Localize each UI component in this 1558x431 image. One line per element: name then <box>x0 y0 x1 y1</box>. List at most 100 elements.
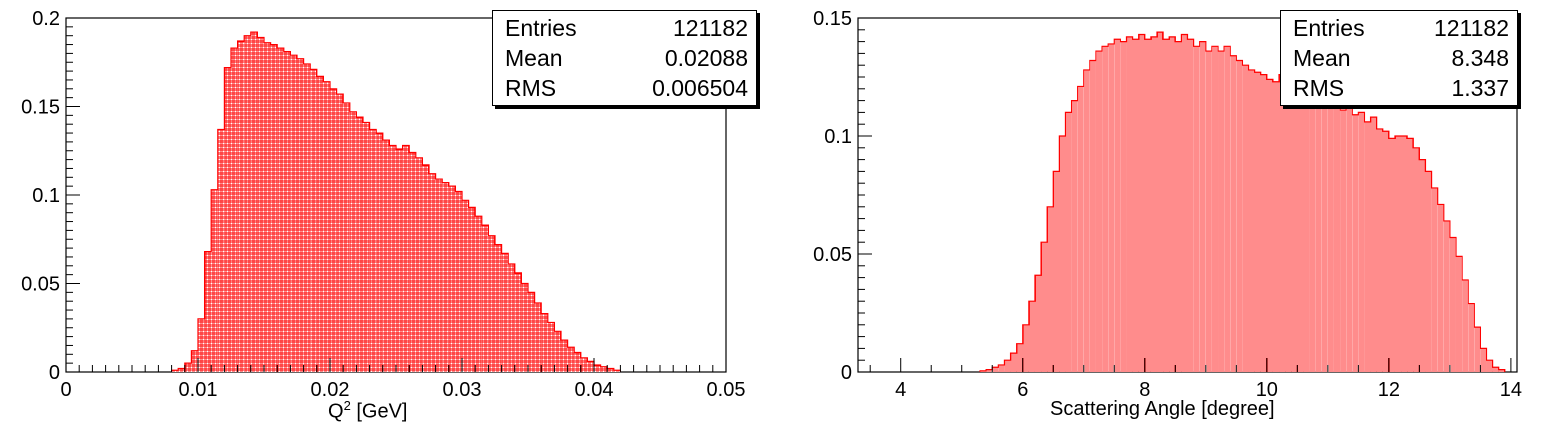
histogram-bin <box>1407 138 1414 372</box>
histogram-bin <box>1425 171 1432 372</box>
histogram-bin <box>481 225 489 372</box>
histogram-bin <box>1053 171 1060 372</box>
histogram-bin <box>277 48 284 373</box>
histogram-bin <box>534 302 542 372</box>
histogram-bin <box>455 191 462 372</box>
histogram-bin <box>297 58 304 373</box>
histogram-bin <box>1059 136 1066 372</box>
histogram-bin <box>224 67 231 372</box>
histogram-bin <box>323 81 330 372</box>
histogram-bin <box>1004 360 1011 372</box>
histogram-bin <box>514 272 522 372</box>
histogram-bin <box>594 364 601 372</box>
histogram-bin <box>1065 112 1072 373</box>
histogram-bin <box>1394 136 1402 372</box>
stats-row-mean: Mean 8.348 <box>1293 43 1509 73</box>
histogram-bin <box>607 368 614 372</box>
histogram-bin <box>1315 93 1322 373</box>
histogram-bin <box>1498 369 1505 372</box>
histogram-bin <box>1279 74 1286 372</box>
histogram-bin <box>290 55 297 373</box>
histogram-bin <box>442 182 449 372</box>
angle-histogram: 4 6 8 10 12 14 0 0.05 0.1 0.15 <box>813 8 1522 401</box>
histogram-bin <box>1254 72 1261 372</box>
histogram-bin <box>178 368 185 372</box>
histogram-bin <box>409 152 416 372</box>
stats-row-entries: Entries 121182 <box>505 13 748 43</box>
x-tick-label: 0 <box>60 379 71 401</box>
histogram-bin <box>382 140 390 372</box>
histogram-bin <box>316 76 324 372</box>
histogram-bin <box>1364 121 1371 372</box>
histogram-bin <box>567 347 575 372</box>
histogram-bin <box>1144 39 1151 373</box>
histogram-bin <box>1303 95 1310 372</box>
histogram-bin <box>402 145 410 372</box>
histogram-bin <box>1236 60 1243 372</box>
histogram-bin <box>528 292 535 372</box>
histogram-bin <box>468 207 476 372</box>
histogram-bin <box>1266 79 1273 373</box>
histogram-bin <box>1358 112 1365 373</box>
histogram-bin <box>1224 46 1231 372</box>
histogram-bin <box>1248 69 1255 373</box>
stats-box: Entries 121182 Mean 8.348 RMS 1.337 <box>1280 10 1518 106</box>
histogram-bin <box>1431 187 1438 372</box>
histogram-bin <box>1443 220 1450 372</box>
histogram-bin <box>1108 43 1115 373</box>
histogram-bin <box>198 318 205 372</box>
histogram-bin <box>1297 93 1304 373</box>
stats-row-rms: RMS 0.006504 <box>505 73 748 103</box>
histogram-bin <box>1449 237 1456 372</box>
histogram-bin <box>1169 36 1176 372</box>
histogram-bin <box>1211 46 1219 372</box>
histogram-bin <box>1437 204 1444 372</box>
histogram-bin <box>330 88 337 373</box>
stats-label: RMS <box>505 75 557 101</box>
histogram-bin <box>1156 32 1164 372</box>
histogram-bin <box>587 361 594 372</box>
histogram-bin <box>495 244 502 372</box>
histogram-bin <box>211 189 218 372</box>
stats-value: 121182 <box>672 15 748 41</box>
histogram-bin <box>1150 36 1157 372</box>
histogram-bin <box>435 179 443 372</box>
histogram-bin <box>1041 242 1048 372</box>
stats-label: Entries <box>505 15 577 41</box>
histogram-bin <box>1272 81 1280 372</box>
histogram-bin <box>448 186 456 372</box>
histogram-bin <box>1083 69 1090 373</box>
stats-box: Entries 121182 Mean 0.02088 RMS 0.006504 <box>492 10 757 106</box>
histogram-outline <box>171 31 621 372</box>
x-axis-title-base: Q <box>328 400 344 423</box>
histogram-bin <box>1175 41 1182 372</box>
stats-row-entries: Entries 121182 <box>1293 13 1509 43</box>
histogram-bin <box>237 41 245 372</box>
histogram-bin <box>521 283 528 372</box>
x-tick-label: 0.03 <box>443 379 482 401</box>
x-tick-label: 4 <box>895 379 906 401</box>
histogram-bin <box>475 216 482 372</box>
histogram-bin <box>1333 107 1341 373</box>
histogram-bin <box>1034 275 1042 372</box>
histogram-bin <box>1492 367 1499 372</box>
histogram-bin <box>231 48 238 373</box>
histogram-bin <box>1401 136 1408 372</box>
histogram-bin <box>336 94 344 373</box>
histogram-bin <box>1340 110 1347 372</box>
histogram-bin <box>1468 303 1475 372</box>
histogram-bin <box>270 44 278 373</box>
histogram-bars <box>171 32 621 373</box>
histogram-bin <box>1346 105 1353 372</box>
y-tick-label: 0 <box>49 362 60 384</box>
stats-value: 0.006504 <box>652 75 748 101</box>
histogram-bin <box>1291 88 1298 373</box>
y-tick-label: 0.05 <box>813 244 852 266</box>
histogram-bin <box>1370 117 1377 373</box>
histogram-bin <box>191 350 198 372</box>
y-tick-label: 0.05 <box>21 274 60 296</box>
histogram-bin <box>1327 105 1334 372</box>
histogram-bin <box>1071 100 1078 372</box>
histogram-bin <box>310 69 317 372</box>
y-tick-label: 0.15 <box>21 97 60 119</box>
